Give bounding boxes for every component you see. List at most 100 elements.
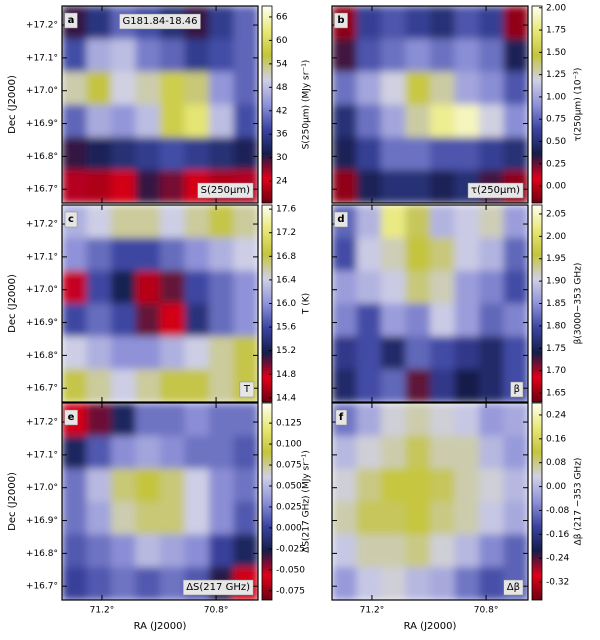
heatmap-cell	[356, 435, 382, 470]
heatmap-cells	[62, 205, 258, 402]
heatmap-cell	[356, 369, 382, 402]
heatmap-cell	[332, 468, 357, 502]
heatmap-cell	[86, 270, 112, 304]
heatmap-cell	[111, 170, 136, 203]
heatmap-cell	[430, 137, 455, 171]
heatmap-cell	[430, 104, 455, 138]
heatmap-cell	[454, 336, 480, 370]
heatmap-cell	[503, 38, 528, 73]
heatmap-cell	[86, 435, 112, 470]
heatmap-cell	[381, 567, 406, 600]
heatmap-cell	[503, 205, 528, 239]
heatmap-cell	[160, 205, 185, 239]
heatmap-cell	[479, 71, 504, 105]
panel-frame	[61, 204, 259, 403]
heatmap-cell	[356, 403, 382, 437]
heatmap-cell	[332, 104, 357, 138]
heatmap-cell	[430, 336, 455, 370]
heatmap-cell	[332, 38, 357, 73]
colorbar-tick-label: 54	[276, 59, 288, 69]
colorbar-tick-label: 0.100	[276, 440, 302, 450]
y-tick-label: +16.7°	[26, 582, 58, 592]
heatmap-cell	[111, 403, 136, 437]
colorbar-tick-label: 0.025	[276, 502, 302, 512]
heatmap-cell	[86, 205, 112, 239]
colorbar-label: Δβ (217 −353 GHz)	[574, 458, 584, 546]
colorbar-tick-label: -0.08	[546, 506, 570, 516]
colorbar-tick-label: 2.00	[546, 3, 566, 13]
heatmap-cell	[111, 369, 136, 402]
colorbar-label: β(3000−353 GHz)	[574, 263, 584, 345]
heatmap-cell	[381, 369, 406, 402]
y-tick-label: +17.1°	[26, 450, 58, 460]
heatmap-cell	[381, 435, 406, 470]
colorbar-tick-label: 0.050	[276, 481, 302, 491]
colorbar-tick-label: 24	[276, 177, 288, 187]
heatmap-cell	[111, 237, 136, 272]
colorbar-tick-label: -0.24	[546, 554, 570, 564]
colorbar-tick-label: 0.075	[276, 461, 302, 471]
heatmap-cell	[184, 137, 210, 171]
heatmap-cell	[356, 534, 382, 568]
heatmap-cell	[381, 137, 406, 171]
heatmap-cell	[135, 205, 161, 239]
heatmap-cell	[184, 104, 210, 138]
colorbar-tick-label: 14.8	[276, 370, 296, 380]
heatmap-cell	[430, 403, 455, 437]
heatmap-cell	[135, 435, 161, 470]
heatmap-cell	[503, 303, 528, 337]
y-tick-label: +16.8°	[26, 152, 58, 162]
heatmap-cell	[430, 303, 455, 337]
heatmap-cell	[62, 336, 87, 370]
heatmap-cell	[356, 501, 382, 535]
heatmap-cell	[405, 6, 431, 40]
heatmap-cell	[233, 501, 258, 535]
heatmap-cell	[86, 170, 112, 203]
heatmap-cell	[62, 104, 87, 138]
colorbar-tick-label: 0.00	[546, 182, 566, 192]
y-tick-label: +17.1°	[26, 252, 58, 262]
heatmap-cell	[454, 403, 480, 437]
heatmap-cell	[209, 501, 234, 535]
heatmap-cell	[381, 104, 406, 138]
heatmap-image	[332, 205, 528, 402]
heatmap-cell	[209, 205, 234, 239]
heatmap-cells	[62, 6, 258, 203]
heatmap-cell	[405, 468, 431, 502]
heatmap-cell	[430, 237, 455, 272]
heatmap-cell	[430, 71, 455, 105]
heatmap-cell	[233, 435, 258, 470]
colorbar	[261, 5, 273, 204]
heatmap-cell	[356, 336, 382, 370]
heatmap-cell	[135, 170, 161, 203]
colorbar-tick-label: 1.75	[546, 344, 566, 354]
heatmap-cell	[430, 435, 455, 470]
heatmap-cell	[160, 237, 185, 272]
y-tick-label: +16.9°	[26, 119, 58, 129]
heatmap-cell	[503, 468, 528, 502]
panel-label: a	[68, 15, 75, 26]
heatmap-cell	[454, 137, 480, 171]
colorbar-tick-label: 30	[276, 153, 288, 163]
heatmap-cell	[62, 270, 87, 304]
heatmap-cell	[405, 270, 431, 304]
heatmap-cell	[86, 534, 112, 568]
colorbar-tick-label: 1.90	[546, 277, 566, 287]
heatmap-cell	[86, 6, 112, 40]
colorbar-tick-label: 0.08	[546, 458, 566, 468]
heatmap-cell	[62, 71, 87, 105]
heatmap-cell	[62, 468, 87, 502]
heatmap-cell	[184, 435, 210, 470]
heatmap-cell	[209, 270, 234, 304]
heatmap-cell	[111, 567, 136, 600]
heatmap-cell	[405, 137, 431, 171]
heatmap-cell	[62, 237, 87, 272]
heatmap-cell	[356, 270, 382, 304]
heatmap-cell	[135, 369, 161, 402]
heatmap-cell	[62, 38, 87, 73]
colorbar-tick-label: 36	[276, 130, 288, 140]
heatmap-cell	[405, 369, 431, 402]
colorbar-tick-label: 0.16	[546, 434, 566, 444]
colorbar	[531, 5, 543, 204]
colorbar-tick-label: 16.8	[276, 252, 296, 262]
